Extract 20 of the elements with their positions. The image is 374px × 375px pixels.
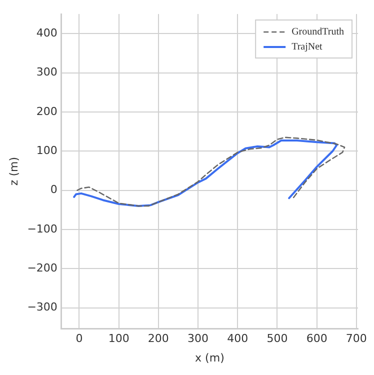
x-tick-label: 300 bbox=[188, 332, 209, 346]
x-tick-label: 0 bbox=[76, 332, 83, 346]
x-tick-label: 600 bbox=[306, 332, 328, 346]
x-tick-label: 700 bbox=[346, 332, 367, 346]
y-axis-title: z (m) bbox=[7, 157, 20, 186]
x-tick-label: 100 bbox=[108, 332, 130, 346]
x-tick-label: 200 bbox=[148, 332, 169, 346]
y-tick-label: −300 bbox=[27, 300, 58, 314]
y-tick-label: 200 bbox=[36, 104, 58, 118]
y-tick-label: 0 bbox=[50, 183, 58, 196]
y-tick-label: 100 bbox=[36, 144, 58, 157]
legend-label: GroundTruth bbox=[292, 26, 344, 38]
y-tick-label: 400 bbox=[36, 26, 58, 40]
x-axis-title: x (m) bbox=[195, 351, 224, 364]
x-tick-label: 500 bbox=[266, 332, 288, 346]
y-tick-label: −100 bbox=[27, 222, 58, 236]
legend-label: TrajNet bbox=[292, 42, 323, 53]
y-tick-label: −200 bbox=[27, 262, 58, 275]
y-tick-label: 300 bbox=[36, 66, 58, 79]
x-tick-label: 400 bbox=[227, 332, 248, 346]
